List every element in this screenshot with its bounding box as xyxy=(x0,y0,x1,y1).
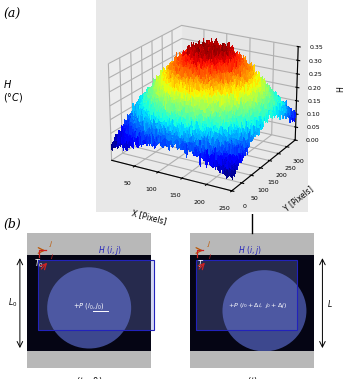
Text: $H$
$(°C)$: $H$ $(°C)$ xyxy=(3,78,24,104)
Bar xyxy=(27,233,151,255)
Text: $L_0$: $L_0$ xyxy=(8,297,17,309)
Text: $+ P\ (i_0+\Delta i,\ j_0+\Delta j)$: $+ P\ (i_0+\Delta i,\ j_0+\Delta j)$ xyxy=(228,301,287,310)
Bar xyxy=(190,255,314,351)
Text: $H\ (i, j)$: $H\ (i, j)$ xyxy=(98,244,122,257)
X-axis label: X [Pixels]: X [Pixels] xyxy=(131,208,168,226)
Text: $(t = 0)$: $(t = 0)$ xyxy=(76,374,103,379)
Bar xyxy=(314,255,331,351)
Bar xyxy=(27,255,151,351)
Bar xyxy=(38,260,154,330)
Text: (a): (a) xyxy=(3,8,21,20)
Text: $T$: $T$ xyxy=(197,258,204,269)
Text: $+ P\ (i_0, j_0)$: $+ P\ (i_0, j_0)$ xyxy=(73,301,105,311)
Text: $L$: $L$ xyxy=(327,298,333,309)
Bar xyxy=(27,351,151,368)
Text: (b): (b) xyxy=(3,218,21,231)
Text: $i$: $i$ xyxy=(208,252,212,261)
Text: $j$: $j$ xyxy=(49,239,54,249)
Text: $i$: $i$ xyxy=(50,252,54,261)
Y-axis label: Y [Pixels]: Y [Pixels] xyxy=(282,184,315,213)
Ellipse shape xyxy=(47,267,131,349)
Ellipse shape xyxy=(223,270,306,351)
Bar xyxy=(196,260,297,330)
Text: $j$: $j$ xyxy=(207,239,212,249)
Text: $T_0$: $T_0$ xyxy=(34,258,44,270)
Text: $H\ (i, j)$: $H\ (i, j)$ xyxy=(238,244,262,257)
Bar xyxy=(190,233,314,255)
Ellipse shape xyxy=(223,270,306,351)
Bar xyxy=(190,351,314,368)
Bar xyxy=(27,255,151,351)
Text: $(t)$: $(t)$ xyxy=(247,374,258,379)
Bar xyxy=(190,255,314,351)
